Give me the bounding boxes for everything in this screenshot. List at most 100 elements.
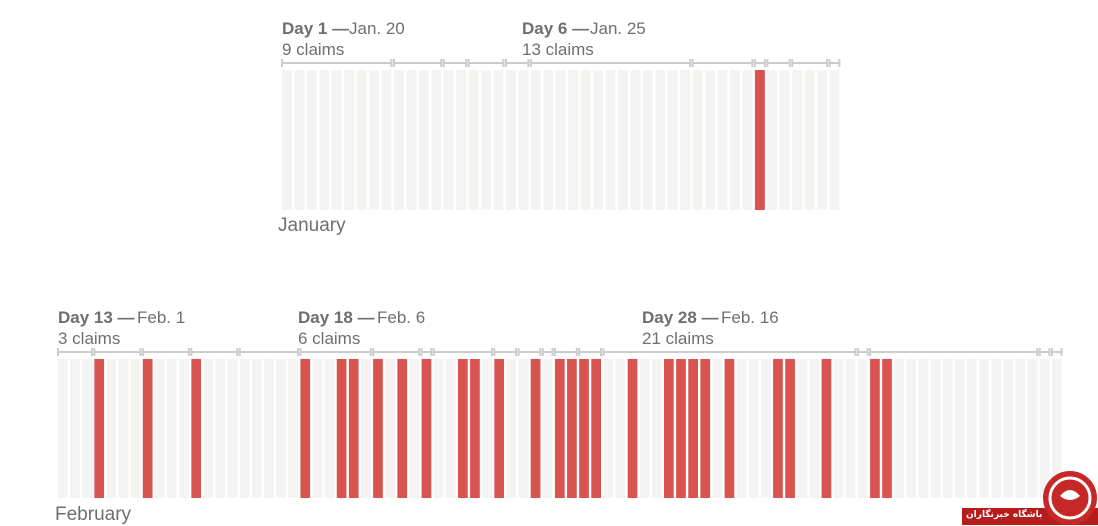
jan-bar-37	[742, 70, 753, 210]
feb-day-bracket-13	[578, 348, 602, 356]
feb-bar-44	[591, 359, 601, 498]
feb-bar-1	[70, 359, 80, 498]
jan-bar-42	[804, 70, 815, 210]
feb-bar-12	[203, 359, 214, 498]
jan-annotation-day1-date: Jan. 20	[349, 19, 405, 38]
jan-bar-44	[829, 70, 840, 210]
feb-bar-62	[809, 359, 820, 498]
feb-bar-23	[336, 359, 347, 498]
feb-bar-63	[821, 359, 832, 498]
jan-bar-35	[717, 70, 728, 210]
feb-bar-59	[773, 359, 783, 498]
feb-bar-25	[361, 359, 371, 498]
feb-bar-35	[482, 359, 492, 498]
feb-bar-76	[979, 359, 989, 498]
jan-day-bracket-3	[467, 59, 505, 67]
feb-bar-20	[300, 359, 311, 498]
jan-bar-17	[493, 70, 504, 210]
jan-bar-15	[468, 70, 479, 210]
jan-claim-bars	[281, 59, 841, 210]
feb-day-bracket-8	[432, 348, 493, 356]
jan-bar-8	[381, 70, 392, 210]
feb-bar-33	[457, 359, 468, 498]
feb-bar-16	[251, 359, 262, 498]
feb-bar-24	[348, 359, 359, 498]
feb-bar-19	[288, 359, 298, 498]
feb-bar-69	[894, 359, 905, 498]
feb-bar-81	[1039, 359, 1050, 498]
jan-day-bracket-9	[791, 59, 829, 67]
jan-bar-41	[792, 70, 803, 210]
watermark-text: باشگاه خبرنگاران	[966, 510, 1043, 520]
feb-day-bracket-7	[420, 348, 433, 356]
feb-bar-36	[494, 359, 505, 498]
jan-bar-24	[580, 70, 591, 210]
feb-bar-5	[118, 359, 129, 498]
feb-day-bracket-3	[190, 348, 239, 356]
feb-bar-4	[106, 359, 117, 498]
feb-bar-22	[324, 359, 335, 498]
jan-day-bracket-4	[505, 59, 530, 67]
feb-day-bracket-6	[372, 348, 421, 356]
feb-annotation-day18-claims: 6 claims	[298, 329, 360, 348]
january-chart: Day 1 — Jan. 20 9 claims Day 6 — Jan. 25…	[278, 19, 841, 236]
feb-bar-28	[397, 359, 408, 498]
jan-bar-43	[817, 70, 828, 210]
feb-day-bracket-2	[141, 348, 190, 356]
feb-day-bracket-18	[1050, 348, 1063, 356]
feb-bar-49	[651, 359, 662, 498]
feb-bar-41	[554, 359, 565, 498]
feb-bar-45	[603, 359, 614, 498]
jan-day-bracket-10	[828, 59, 841, 67]
feb-bar-29	[409, 359, 420, 498]
feb-bar-80	[1027, 359, 1038, 498]
jan-bar-5	[344, 70, 355, 210]
feb-bar-3	[94, 359, 105, 498]
feb-bar-30	[421, 359, 432, 498]
feb-bar-55	[724, 359, 735, 498]
feb-bar-11	[191, 359, 202, 498]
feb-bar-0	[58, 359, 68, 498]
feb-bar-46	[615, 359, 626, 498]
jan-bar-25	[593, 70, 604, 210]
feb-bar-74	[954, 359, 965, 498]
jan-bar-40	[779, 70, 790, 210]
feb-annotation-day13-label: Day 13 —	[58, 308, 135, 327]
feb-bar-51	[676, 359, 686, 498]
jan-bar-20	[530, 70, 541, 210]
feb-bar-8	[154, 359, 165, 498]
jan-annotation-day6-label: Day 6 —	[522, 19, 589, 38]
jan-annotation-day6-date: Jan. 25	[590, 19, 646, 38]
feb-annotation-day28-label: Day 28 —	[642, 308, 719, 327]
month-label-january: January	[278, 215, 346, 236]
jan-bar-1	[294, 70, 305, 210]
jan-day-bracket-7	[753, 59, 766, 67]
jan-bar-36	[730, 70, 740, 210]
feb-annotation-day13-date: Feb. 1	[137, 308, 185, 327]
feb-day-bracket-16	[869, 348, 1039, 356]
jan-bar-13	[443, 70, 454, 210]
feb-bar-6	[130, 359, 141, 498]
feb-bar-43	[579, 359, 589, 498]
feb-bar-78	[1003, 359, 1014, 498]
feb-bar-38	[518, 359, 529, 498]
jan-bar-27	[618, 70, 628, 210]
feb-bar-14	[227, 359, 238, 498]
month-label-february: February	[55, 504, 132, 525]
feb-bar-7	[142, 359, 153, 498]
feb-day-bracket-11	[541, 348, 554, 356]
feb-bar-54	[712, 359, 723, 498]
feb-bar-72	[930, 359, 941, 498]
jan-bar-38	[754, 70, 765, 210]
jan-bar-39	[767, 70, 778, 210]
feb-bar-70	[906, 359, 917, 498]
jan-bar-30	[655, 70, 666, 210]
feb-bar-17	[264, 359, 274, 498]
feb-bar-61	[797, 359, 808, 498]
feb-bar-53	[700, 359, 711, 498]
jan-bar-7	[369, 70, 380, 210]
feb-bar-42	[567, 359, 577, 498]
feb-bar-13	[215, 359, 226, 498]
feb-bar-50	[664, 359, 674, 498]
feb-bar-39	[530, 359, 541, 498]
